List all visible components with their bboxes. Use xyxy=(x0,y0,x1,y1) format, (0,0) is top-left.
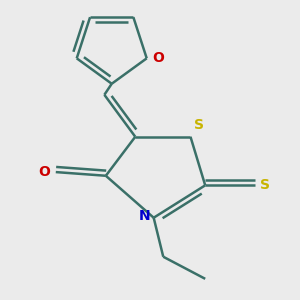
Text: O: O xyxy=(38,165,50,179)
Text: S: S xyxy=(194,118,204,132)
Text: O: O xyxy=(153,51,164,65)
Text: S: S xyxy=(260,178,270,192)
Text: N: N xyxy=(138,208,150,223)
